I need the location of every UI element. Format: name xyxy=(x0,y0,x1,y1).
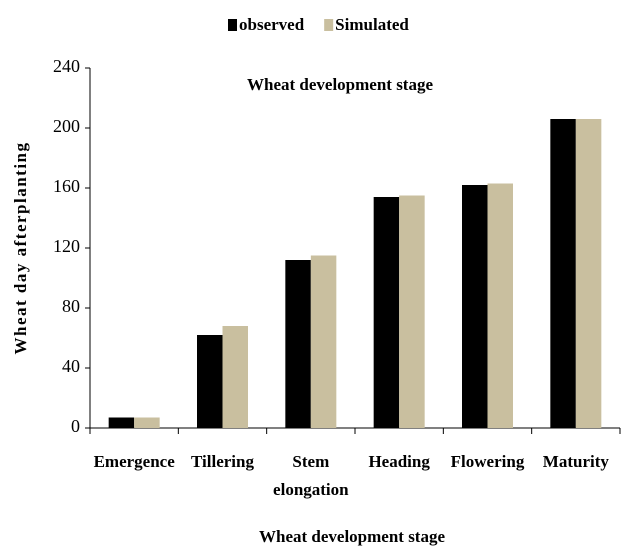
y-tick-label: 240 xyxy=(53,56,80,76)
bar xyxy=(575,119,602,428)
legend-label: Simulated xyxy=(335,15,409,34)
x-tick-label: Emergence xyxy=(94,452,176,471)
legend-label: observed xyxy=(239,15,305,34)
y-tick-label: 200 xyxy=(53,116,80,136)
x-axis-label: Wheat development stage xyxy=(259,527,445,546)
bar xyxy=(487,183,513,428)
y-axis-label: Wheat day afterplanting xyxy=(11,142,30,355)
bar xyxy=(373,197,400,428)
legend-swatch xyxy=(228,19,237,31)
bar xyxy=(462,185,488,428)
y-tick-label: 120 xyxy=(53,236,80,256)
y-tick-label: 80 xyxy=(62,296,80,316)
x-tick-label: Maturity xyxy=(543,452,610,471)
x-tick-label: Tillering xyxy=(191,452,254,471)
chart-title: Wheat development stage xyxy=(247,75,433,94)
bar xyxy=(399,195,425,428)
bar xyxy=(550,119,576,428)
bar xyxy=(197,335,223,428)
bar xyxy=(134,417,160,428)
bar xyxy=(310,255,337,428)
legend-swatch xyxy=(324,19,334,31)
bar xyxy=(108,417,135,428)
x-tick-label: Flowering xyxy=(451,452,525,471)
y-tick-label: 160 xyxy=(53,176,80,196)
x-tick-label: Stem elongation xyxy=(273,452,349,499)
bar xyxy=(222,326,248,428)
x-tick-label: Heading xyxy=(368,452,430,471)
y-tick-label: 40 xyxy=(62,356,80,376)
bar xyxy=(285,260,311,428)
y-tick-label: 0 xyxy=(71,416,80,436)
